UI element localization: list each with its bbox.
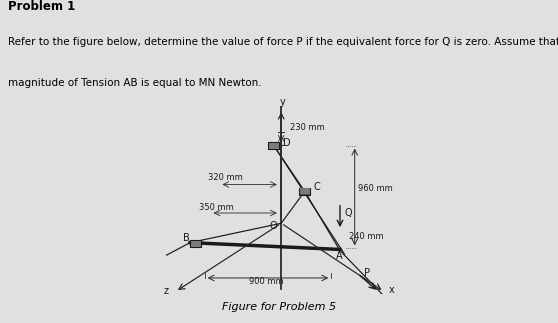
- Text: Problem 1: Problem 1: [8, 0, 76, 13]
- Text: Refer to the figure below, determine the value of force P if the equivalent forc: Refer to the figure below, determine the…: [8, 37, 558, 47]
- Text: magnitude of Tension AB is equal to MN Newton.: magnitude of Tension AB is equal to MN N…: [8, 78, 262, 88]
- Text: P: P: [363, 268, 369, 278]
- Text: B: B: [182, 234, 190, 244]
- Text: D: D: [283, 138, 290, 148]
- FancyBboxPatch shape: [190, 240, 201, 247]
- Text: 320 mm: 320 mm: [208, 173, 242, 182]
- FancyBboxPatch shape: [269, 142, 278, 149]
- Text: 350 mm: 350 mm: [199, 203, 234, 212]
- FancyBboxPatch shape: [300, 188, 310, 194]
- Text: 960 mm: 960 mm: [358, 184, 392, 193]
- Text: x: x: [388, 285, 395, 295]
- Text: 240 mm: 240 mm: [349, 232, 383, 241]
- FancyBboxPatch shape: [299, 188, 310, 195]
- FancyBboxPatch shape: [191, 241, 201, 247]
- Text: O: O: [270, 221, 277, 231]
- Text: 230 mm: 230 mm: [290, 123, 325, 132]
- Text: z: z: [163, 286, 169, 296]
- Text: Q: Q: [344, 208, 352, 218]
- Text: C: C: [314, 182, 320, 192]
- Text: 900 mm: 900 mm: [249, 277, 284, 286]
- Text: Figure for Problem 5: Figure for Problem 5: [222, 302, 336, 312]
- Text: y: y: [280, 97, 286, 107]
- Text: A: A: [335, 251, 342, 261]
- FancyBboxPatch shape: [268, 142, 280, 150]
